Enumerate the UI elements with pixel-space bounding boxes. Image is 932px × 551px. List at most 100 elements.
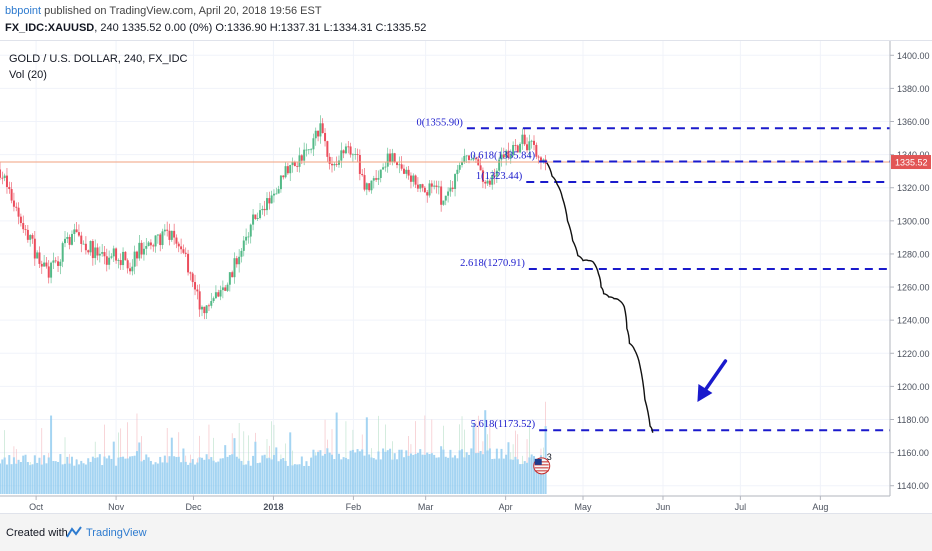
candle-body: [154, 235, 157, 247]
price-chart[interactable]: 0(1355.90) 0.618(1335.84) 1(1323.44) 2.618(…: [0, 41, 932, 514]
author-link[interactable]: bbpoint: [5, 5, 42, 17]
volume-bar: [481, 454, 484, 494]
x-tick-label: Dec: [185, 502, 202, 512]
candle-body: [340, 150, 343, 161]
volume-bar: [421, 454, 424, 494]
candle-body: [203, 306, 206, 314]
candle-body: [17, 207, 20, 217]
candle-body: [140, 242, 143, 255]
volume-bar: [147, 457, 150, 494]
candle-body: [198, 291, 201, 310]
candle-body: [43, 262, 46, 267]
candle-body: [36, 252, 39, 259]
volume-bar: [129, 456, 132, 494]
y-tick-label: 1260.00: [897, 283, 930, 293]
candle-body: [488, 180, 491, 185]
candle-body: [377, 177, 380, 180]
candle-body: [328, 156, 331, 164]
candle-body: [396, 161, 399, 166]
volume-bar: [512, 459, 515, 494]
volume-bar: [437, 457, 440, 494]
candle-body: [152, 245, 155, 247]
candle-body: [103, 252, 106, 257]
candle-body: [15, 206, 18, 208]
candle-body: [428, 183, 431, 196]
candle-body: [312, 138, 315, 150]
candle-body: [519, 143, 522, 153]
candle-body: [184, 252, 187, 254]
volume-bar: [61, 464, 64, 494]
volume-bar: [254, 441, 257, 494]
fibonacci-levels: 0(1355.90) 0.618(1335.84) 1(1323.44) 2.618(…: [417, 117, 890, 432]
volume-bar: [491, 459, 494, 494]
volume-bar: [33, 455, 36, 494]
volume-bar: [391, 459, 394, 494]
candle-body: [530, 140, 533, 142]
candle-body: [479, 165, 482, 171]
volume-bar: [184, 461, 187, 494]
candle-body: [498, 159, 501, 171]
candle-body: [356, 154, 359, 155]
volume-bar: [458, 450, 461, 494]
volume-bar: [233, 438, 236, 494]
candle-body: [495, 170, 498, 177]
volume-bar: [393, 453, 396, 494]
candle-body: [433, 185, 436, 187]
volume-bar: [442, 449, 445, 494]
candle-body: [461, 162, 464, 166]
volume-bar: [105, 458, 108, 494]
volume-bar: [200, 457, 203, 494]
candle-body: [416, 184, 419, 189]
projection-path: [546, 162, 654, 433]
candle-body: [537, 156, 540, 158]
candle-body: [170, 230, 173, 240]
candle-body: [210, 301, 213, 306]
candle-body: [535, 144, 538, 157]
volume-bar: [477, 452, 480, 494]
volume-bar: [270, 459, 273, 494]
candle-body: [91, 241, 94, 259]
volume-bar: [435, 457, 438, 494]
volume-bar: [433, 454, 436, 494]
candle-body: [384, 166, 387, 168]
candle-body: [131, 266, 134, 272]
candle-body: [142, 248, 145, 255]
volume-bar: [363, 455, 366, 494]
volume-bar: [138, 442, 141, 494]
candle-body: [372, 178, 375, 181]
candle-body: [61, 243, 64, 262]
candle-body: [449, 187, 452, 192]
volume-bar: [331, 454, 334, 494]
candle-body: [22, 223, 25, 230]
candle-body: [187, 253, 190, 273]
volume-bar: [203, 459, 206, 494]
candle-body: [391, 153, 394, 162]
candle-body: [409, 175, 412, 182]
volume-bar: [400, 449, 403, 494]
candle-body: [135, 251, 138, 259]
volume-bar: [0, 463, 1, 494]
candle-body: [219, 290, 222, 297]
chart-frame[interactable]: 0(1355.90) 0.618(1335.84) 1(1323.44) 2.618(…: [0, 40, 932, 514]
volume-bar: [454, 455, 457, 494]
y-tick-label: 1240.00: [897, 316, 930, 326]
volume-bar: [231, 454, 234, 494]
candle-body: [298, 155, 301, 167]
volume-bar: [405, 450, 408, 494]
volume-bar: [77, 464, 80, 494]
fib-label-2.618: 2.618(1270.91): [460, 258, 525, 269]
volume-bar: [122, 456, 125, 494]
candle-body: [414, 175, 417, 185]
candle-body: [40, 263, 43, 267]
volume-bar: [98, 454, 101, 494]
tradingview-link[interactable]: TradingView: [86, 527, 147, 539]
volume-bar: [342, 457, 345, 494]
volume-bar: [293, 464, 296, 494]
volume-bar: [542, 458, 545, 494]
candle-body: [481, 170, 484, 182]
candle-body: [484, 181, 487, 184]
candle-body: [279, 175, 282, 190]
candle-body: [161, 231, 164, 246]
candle-body: [365, 183, 368, 190]
volume-bar: [307, 465, 310, 494]
